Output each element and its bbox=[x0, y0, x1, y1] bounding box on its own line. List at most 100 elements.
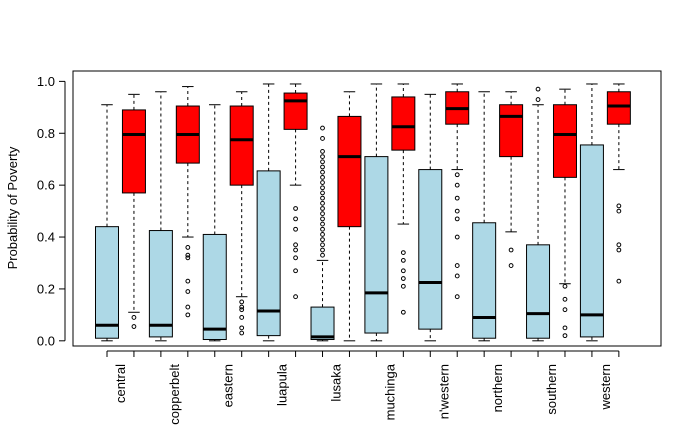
iqr-box bbox=[121, 109, 146, 194]
outlier-point bbox=[535, 86, 541, 92]
x-tick-label: n'western bbox=[436, 364, 451, 419]
x-tick-label: southern bbox=[544, 364, 559, 415]
y-tick-label: 0.6 bbox=[37, 178, 55, 193]
outlier-point bbox=[185, 252, 191, 258]
outlier-point bbox=[239, 307, 245, 313]
iqr-box bbox=[391, 96, 416, 151]
outlier-point bbox=[293, 206, 298, 211]
outlier-point bbox=[131, 315, 137, 320]
box-6-dark bbox=[445, 83, 470, 300]
outlier-point bbox=[616, 208, 622, 214]
outlier-point bbox=[320, 232, 325, 237]
iqr-box bbox=[418, 169, 443, 330]
iqr-box bbox=[472, 222, 497, 339]
box-9-dark bbox=[606, 83, 631, 284]
box-8-dark bbox=[552, 88, 577, 339]
x-tick-label: luapula bbox=[275, 363, 290, 406]
outlier-point bbox=[454, 182, 460, 188]
outlier-point bbox=[400, 250, 406, 256]
y-axis-label: Probability of Poverty bbox=[5, 146, 20, 269]
box-8-light bbox=[526, 86, 551, 342]
iqr-box bbox=[606, 91, 631, 125]
y-tick-label: 0.2 bbox=[37, 281, 55, 296]
outlier-point bbox=[454, 195, 460, 201]
box-5-light bbox=[364, 83, 389, 342]
outlier-point bbox=[535, 97, 541, 102]
outlier-point bbox=[454, 294, 460, 300]
outlier-point bbox=[400, 276, 406, 281]
box-5-dark bbox=[391, 83, 416, 315]
outlier-point bbox=[562, 296, 568, 302]
outlier-point bbox=[320, 195, 325, 201]
y-tick-label: 0.4 bbox=[37, 230, 55, 245]
box-0-dark bbox=[121, 93, 146, 329]
iqr-box bbox=[579, 144, 604, 338]
box-7-dark bbox=[499, 91, 524, 268]
outlier-point bbox=[508, 263, 514, 268]
box-0-light bbox=[95, 104, 119, 342]
outlier-point bbox=[320, 200, 325, 206]
box-series bbox=[95, 83, 631, 342]
iqr-box bbox=[229, 105, 254, 186]
outlier-point bbox=[562, 307, 568, 313]
outlier-point bbox=[320, 174, 325, 180]
outlier-point bbox=[320, 206, 325, 211]
outlier-point bbox=[320, 216, 325, 222]
outlier-point bbox=[185, 245, 191, 250]
outlier-point bbox=[131, 324, 137, 329]
outlier-point bbox=[293, 268, 298, 274]
outlier-point bbox=[320, 159, 325, 165]
outlier-point bbox=[562, 333, 568, 339]
outlier-point bbox=[400, 268, 406, 274]
box-4-dark bbox=[337, 91, 362, 342]
outlier-point bbox=[562, 283, 568, 289]
iqr-box bbox=[526, 244, 551, 339]
box-7-light bbox=[472, 91, 497, 342]
box-2-dark bbox=[229, 91, 254, 336]
y-axis: 0.0 0.2 0.4 0.6 0.8 1.0 bbox=[37, 74, 66, 348]
outlier-point bbox=[454, 234, 460, 240]
box-4-light bbox=[310, 125, 335, 342]
box-9-light bbox=[579, 83, 604, 342]
outlier-point bbox=[185, 289, 191, 294]
outlier-point bbox=[454, 273, 460, 279]
outlier-point bbox=[185, 304, 191, 310]
outlier-point bbox=[320, 180, 325, 185]
outlier-point bbox=[293, 242, 298, 248]
outlier-point bbox=[239, 330, 245, 336]
outlier-point bbox=[508, 247, 514, 253]
outlier-point bbox=[320, 247, 325, 253]
plot-frame bbox=[72, 70, 662, 347]
outlier-point bbox=[185, 278, 191, 284]
outlier-point bbox=[293, 216, 298, 222]
outlier-point bbox=[320, 226, 325, 232]
y-tick-label: 0.8 bbox=[37, 126, 55, 141]
iqr-box bbox=[283, 92, 308, 130]
outlier-point bbox=[320, 149, 325, 154]
outlier-point bbox=[616, 242, 622, 248]
outlier-point bbox=[454, 263, 460, 268]
iqr-box bbox=[148, 230, 173, 338]
iqr-box bbox=[202, 233, 227, 341]
box-3-dark bbox=[283, 83, 308, 300]
box-6-light bbox=[418, 93, 443, 342]
outlier-point bbox=[320, 252, 325, 258]
x-axis: central copperbelt eastern luapula lusaka muc… bbox=[106, 350, 620, 425]
outlier-point bbox=[320, 154, 325, 160]
outlier-point bbox=[400, 283, 406, 289]
x-tick-label: muchinga bbox=[382, 363, 397, 420]
outlier-point bbox=[239, 299, 245, 305]
outlier-point bbox=[239, 304, 245, 310]
outlier-point bbox=[320, 125, 325, 131]
box-1-light bbox=[148, 91, 173, 342]
outlier-point bbox=[185, 312, 191, 318]
outlier-point bbox=[562, 325, 568, 331]
outlier-point bbox=[400, 257, 406, 263]
outlier-point bbox=[320, 164, 325, 170]
outlier-point bbox=[239, 315, 245, 320]
outlier-point bbox=[239, 325, 245, 331]
outlier-point bbox=[320, 237, 325, 243]
iqr-box bbox=[310, 306, 335, 341]
outlier-point bbox=[454, 208, 460, 214]
